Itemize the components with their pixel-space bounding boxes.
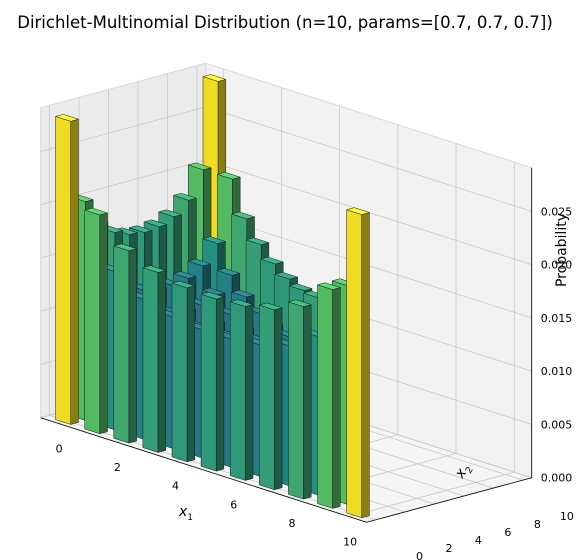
z-tick-label: 0.020 (541, 259, 573, 272)
bar (346, 207, 370, 519)
x-axis-label-sub: 1 (187, 513, 193, 523)
x-tick-label: 2 (114, 461, 121, 474)
x-tick-label: 0 (56, 442, 63, 455)
y-tick-label: 8 (534, 518, 541, 531)
bar (142, 265, 166, 453)
x-axis-label-main: x (178, 504, 188, 520)
bar (317, 282, 341, 509)
bar (288, 299, 312, 500)
x-tick-label: 10 (343, 536, 357, 549)
y-tick-label: 6 (504, 526, 511, 539)
x-tick-label: 6 (230, 498, 237, 511)
bar (171, 280, 196, 463)
z-tick-label: 0.005 (541, 418, 573, 431)
bar (200, 291, 225, 472)
tick-labels: 0 2 4 6 8 10 0 2 4 6 8 10 0.000 0.005 0.010 0.015 0.020 0… (56, 205, 574, 560)
bar (229, 299, 254, 481)
z-tick-label: 0.000 (541, 472, 573, 485)
z-tick-label: 0.015 (541, 312, 573, 325)
z-tick-label: 0.025 (541, 205, 573, 218)
bar (84, 207, 108, 435)
z-tick-label: 0.010 (541, 365, 573, 378)
y-axis-label-sub: 2 (464, 465, 476, 475)
y-tick-label: 0 (416, 550, 423, 560)
y-tick-label: 2 (445, 542, 452, 555)
y-tick-label: 10 (560, 510, 574, 523)
bars-group (55, 74, 370, 519)
z-axis-label: Probability (554, 213, 570, 287)
x-tick-label: 4 (172, 480, 179, 493)
bar (259, 302, 283, 491)
x-axis-label: x1 (178, 504, 193, 523)
y-tick-label: 4 (475, 534, 482, 547)
bar (55, 114, 79, 425)
x-tick-label: 8 (288, 517, 295, 530)
chart-title: Dirichlet-Multinomial Distribution (n=10… (17, 13, 553, 32)
bar (113, 243, 137, 444)
